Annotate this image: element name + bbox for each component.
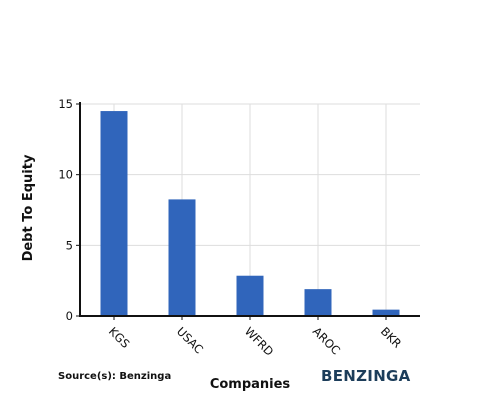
- bars: [100, 111, 400, 316]
- bar-usac: [168, 199, 196, 316]
- source-label: Source(s): Benzinga: [58, 371, 171, 382]
- bar-bkr: [372, 309, 400, 316]
- y-tick-label-3: 15: [58, 97, 73, 111]
- bar-aroc: [304, 289, 332, 316]
- bar-kgs: [100, 111, 128, 316]
- y-axis-title: Debt To Equity: [21, 154, 36, 261]
- benzinga-logo: BENZINGA: [321, 367, 411, 385]
- y-tick-label-0: 0: [66, 309, 73, 323]
- x-axis-title: Companies: [210, 377, 291, 392]
- x-tick-label-usac: USAC: [174, 324, 206, 356]
- axes: [76, 102, 420, 320]
- y-tick-label-2: 10: [58, 168, 73, 182]
- x-tick-label-wfrd: WFRD: [242, 324, 277, 359]
- y-tick-label-1: 5: [66, 238, 73, 252]
- bar-wfrd: [236, 275, 264, 316]
- x-tick-label-bkr: BKR: [378, 324, 404, 350]
- x-tick-label-aroc: AROC: [310, 324, 343, 357]
- x-tick-label-kgs: KGS: [106, 324, 133, 351]
